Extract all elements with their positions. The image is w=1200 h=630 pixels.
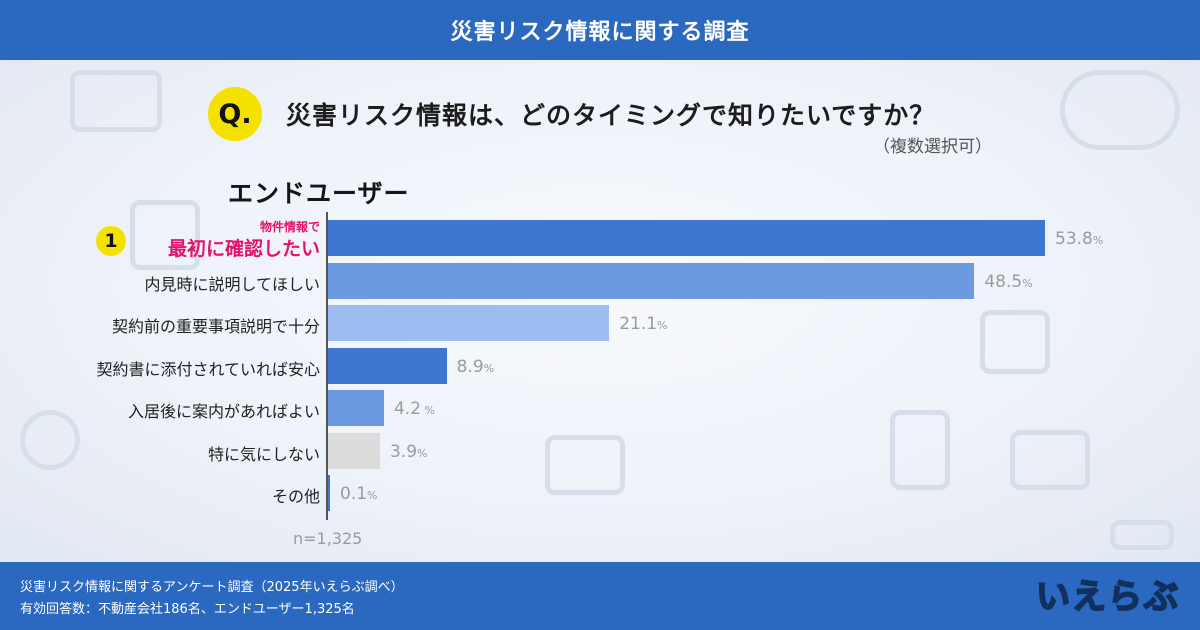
document-deco-icon [890,410,950,490]
logo-char: ぶ [1143,577,1179,617]
chart-bar [328,347,447,384]
highlight-label-line1: 物件情報で [259,220,320,234]
chart-bar [328,432,380,469]
footer-survey-title: 災害リスク情報に関するアンケート調査（2025年いえらぶ調べ） [20,580,404,595]
video-deco-icon [1010,430,1090,490]
value-unit: % [483,361,495,375]
question-row: Q. 災害リスク情報は、どのタイミングで知りたいですか？ [208,86,935,142]
logo-char: え [1071,577,1107,617]
value-number: 4.2 [393,399,422,419]
chart-value-label: 0.1% [340,484,378,504]
page-header: 災害リスク情報に関する調査 [0,0,1200,60]
chart-category-label: その他 [271,487,320,506]
logo-char: ら [1107,577,1143,617]
chart-axis-line [326,212,328,520]
question-note: （複数選択可） [873,137,992,157]
page-footer: 災害リスク情報に関するアンケート調査（2025年いえらぶ調べ） 有効回答数：不動… [0,562,1200,630]
rank-badge: 1 [96,226,126,256]
value-number: 21.1 [619,314,658,334]
chart-bar [328,262,975,299]
chart-category-label: 内見時に説明してほしい [144,274,320,294]
chart-category-label: 特に気にしない [207,444,320,464]
chart-bar [328,390,384,426]
chart-bar [328,220,1045,256]
brand-logo: い え ら ぶ [1035,574,1179,620]
chart-value-label: 48.5% [984,272,1032,292]
value-number: 48.5 [984,271,1023,292]
logo-char: い [1035,577,1071,617]
value-number: 53.8 [1055,229,1093,249]
chart-category-label: 入居後に案内があればよい [127,402,320,421]
laptop-deco-icon [70,70,162,132]
question-text: 災害リスク情報は、どのタイミングで知りたいですか？ [286,101,936,130]
chart-value-label: 53.8% [1055,229,1103,249]
value-number: 0.1 [340,484,368,504]
value-number: 8.9 [456,356,484,377]
chart-value-label: 8.9% [457,357,495,377]
value-unit: % [417,446,428,460]
chart-value-label: 3.9% [390,442,428,462]
keyboard-deco-icon [1110,520,1174,550]
background-area [0,60,1200,562]
calendar-deco-icon [980,310,1050,374]
chart-bar [328,475,330,511]
house-deco-icon [20,410,80,470]
value-unit: % [421,404,435,417]
chart-value-label: 21.1% [619,314,667,334]
value-unit: % [1022,276,1033,290]
header-title: 災害リスク情報に関する調査 [450,20,750,45]
value-unit: % [1092,234,1104,247]
cloud-deco-icon [1060,70,1180,150]
segment-title: エンドユーザー [228,179,410,208]
sample-size-label: n=1,325 [293,529,363,548]
footer-respondents: 有効回答数：不動産会社186名、エンドユーザー1,325名 [20,602,355,617]
image-deco-icon [545,435,625,495]
building-deco-icon [130,200,200,270]
chart-value-label: 4.2 % [394,399,435,419]
highlight-label-line2: 最初に確認したい [167,238,320,260]
chart-category-label: 契約書に添付されていれば安心 [96,359,320,379]
chart-category-label: 契約前の重要事項説明で十分 [111,317,320,336]
chart-bar [328,305,610,341]
value-unit: % [367,489,378,502]
question-badge: Q. [208,87,262,141]
value-number: 3.9 [389,441,418,462]
value-unit: % [657,319,668,332]
